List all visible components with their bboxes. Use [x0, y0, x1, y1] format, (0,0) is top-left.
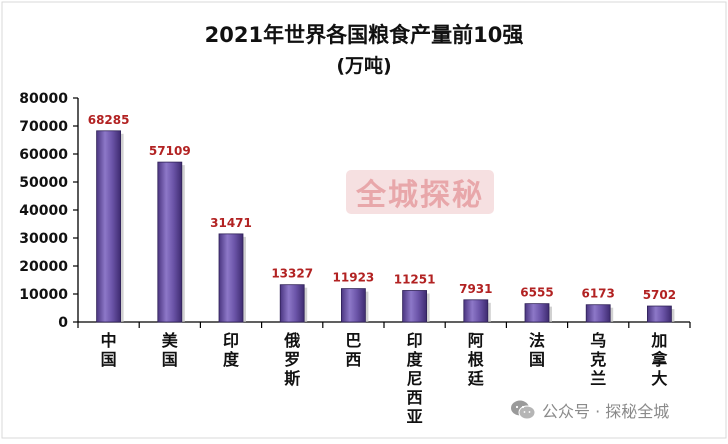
bar [524, 303, 550, 323]
y-tick-label: 50000 [19, 175, 68, 191]
y-tick-label: 80000 [19, 91, 68, 107]
watermark: 全城探秘 [346, 170, 494, 214]
data-label: 31471 [210, 216, 252, 230]
wechat-icon [511, 400, 536, 420]
y-tick-label: 20000 [19, 259, 68, 275]
x-tick-label: 法国 [529, 331, 545, 369]
bar [218, 233, 244, 323]
bar [402, 290, 428, 323]
data-label: 5702 [643, 288, 676, 302]
bar [340, 288, 366, 323]
data-label: 11923 [333, 271, 375, 285]
y-tick-label: 60000 [19, 147, 68, 163]
x-tick-label: 阿根廷 [467, 331, 485, 388]
x-tick-label: 印度 [223, 331, 240, 369]
axes: 0 10000 20000 30000 40000 50000 60000 70000 8000… [19, 91, 691, 426]
x-tick-label: 俄罗斯 [283, 331, 300, 388]
bar [96, 130, 121, 323]
data-label: 6555 [520, 286, 553, 300]
x-tick-label: 加拿大 [650, 331, 668, 388]
y-tick-label: 10000 [19, 287, 68, 303]
data-label: 11251 [394, 272, 436, 286]
footer-mark: 公众号 · 探秘全城 [510, 398, 669, 422]
data-label: 7931 [459, 282, 492, 296]
watermark-text: 全城探秘 [356, 178, 484, 213]
x-tick-label: 印度尼西亚 [407, 331, 424, 426]
bar [647, 305, 672, 323]
bar [585, 304, 611, 323]
bar [157, 161, 183, 323]
chart-title: 2021年世界各国粮食产量前10强 [205, 23, 524, 47]
x-tick-label: 巴西 [345, 331, 361, 369]
chart-subtitle: (万吨) [336, 54, 391, 77]
y-tick-label: 0 [58, 315, 68, 331]
y-tick-label: 40000 [19, 203, 68, 219]
x-tick-label: 乌克兰 [590, 331, 606, 388]
bar [279, 284, 305, 323]
x-tick-label: 美国 [162, 331, 179, 369]
data-label: 57109 [149, 144, 191, 158]
x-tick-label: 中国 [101, 331, 117, 369]
data-label: 68285 [88, 113, 130, 127]
footer-text: 公众号 · 探秘全城 [542, 402, 670, 421]
data-label: 6173 [581, 287, 614, 301]
bars: 68285 57109 31471 13327 11923 11251 7931 6555 61… [88, 113, 676, 323]
y-tick-label: 30000 [19, 231, 68, 247]
data-label: 13327 [271, 267, 313, 281]
y-tick-label: 70000 [19, 119, 68, 135]
bar [463, 299, 489, 323]
